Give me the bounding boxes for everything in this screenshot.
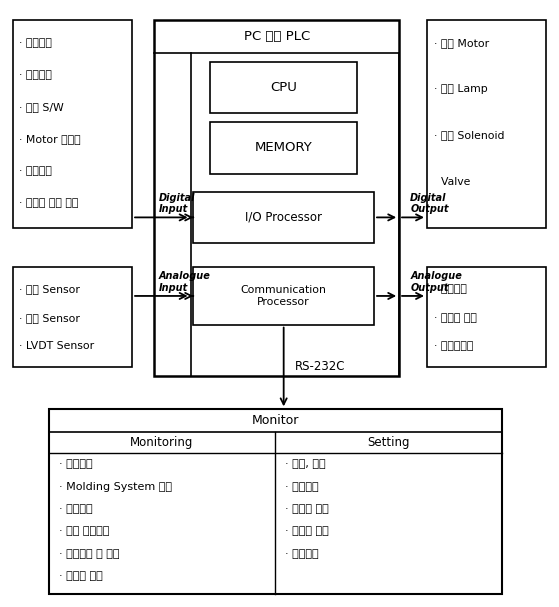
- Text: · 전기 Motor: · 전기 Motor: [434, 38, 489, 47]
- Text: Setting: Setting: [367, 436, 410, 449]
- Bar: [193, 192, 374, 243]
- Text: · 형개폐 위치: · 형개폐 위치: [285, 526, 329, 537]
- Bar: [12, 267, 132, 367]
- Text: Digital
Input: Digital Input: [159, 193, 195, 214]
- Text: · Molding System 고장: · Molding System 고장: [59, 482, 172, 492]
- Text: Monitoring: Monitoring: [130, 436, 193, 449]
- Text: · 하금형히타: · 하금형히타: [434, 341, 473, 351]
- Text: Digital
Output: Digital Output: [410, 193, 449, 214]
- Text: · 허타예약: · 허타예약: [19, 70, 52, 80]
- Text: Valve: Valve: [434, 177, 470, 186]
- Bar: [154, 19, 399, 376]
- Bar: [210, 122, 357, 174]
- Text: · 각종시간: · 각종시간: [59, 459, 92, 469]
- Bar: [49, 409, 502, 594]
- Text: Analogue
Input: Analogue Input: [159, 271, 210, 293]
- Text: · 유압압력 및 속도: · 유압압력 및 속도: [59, 549, 119, 559]
- Bar: [12, 19, 132, 228]
- Text: · 안전 S/W: · 안전 S/W: [19, 102, 64, 112]
- Text: · 상글형 히타: · 상글형 히타: [434, 313, 476, 323]
- Text: CPU: CPU: [270, 81, 297, 94]
- Text: · 각종시간: · 각종시간: [285, 482, 319, 492]
- Bar: [210, 62, 357, 113]
- Text: · LVDT Sensor: · LVDT Sensor: [19, 341, 94, 351]
- Text: · 히타온도: · 히타온도: [285, 549, 319, 559]
- Text: Analogue
Output: Analogue Output: [410, 271, 462, 293]
- Text: · 유공압 이상 검출: · 유공압 이상 검출: [19, 198, 79, 208]
- Text: I/O Processor: I/O Processor: [245, 211, 322, 224]
- Bar: [193, 267, 374, 325]
- Text: · 프란자 위치: · 프란자 위치: [285, 504, 329, 514]
- Text: · 비례밸브: · 비례밸브: [434, 284, 466, 294]
- Text: · 작업실적: · 작업실적: [59, 504, 92, 514]
- Text: · 각종 Solenoid: · 각종 Solenoid: [434, 131, 504, 140]
- Text: · 압력 Sensor: · 압력 Sensor: [19, 284, 80, 294]
- Text: · 각종 Lamp: · 각종 Lamp: [434, 84, 487, 94]
- Text: Communication
Processor: Communication Processor: [241, 285, 326, 307]
- Bar: [427, 267, 547, 367]
- Text: PC 또는 PLC: PC 또는 PLC: [244, 30, 310, 42]
- Text: MEMORY: MEMORY: [255, 141, 312, 154]
- Text: · 허타단선: · 허타단선: [19, 166, 52, 176]
- Text: · 온도 Sensor: · 온도 Sensor: [19, 313, 80, 323]
- Text: · Motor 과부하: · Motor 과부하: [19, 134, 81, 144]
- Text: · 수동입력: · 수동입력: [19, 38, 52, 47]
- Text: RS-232C: RS-232C: [295, 361, 345, 373]
- Text: Monitor: Monitor: [252, 414, 299, 427]
- Bar: [427, 19, 547, 228]
- Text: · 압력, 속도: · 압력, 속도: [285, 459, 326, 469]
- Text: · 각종 히타온도: · 각종 히타온도: [59, 526, 109, 537]
- Text: · 프란자 위치: · 프란자 위치: [59, 571, 102, 581]
